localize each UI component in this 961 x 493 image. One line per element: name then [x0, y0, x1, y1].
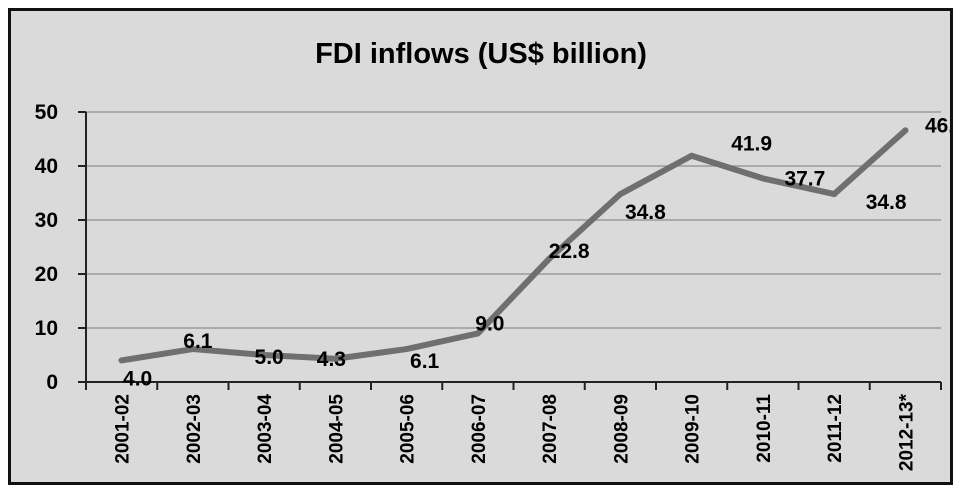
y-tick-label: 40 [35, 155, 58, 178]
data-label: 6.1 [410, 350, 440, 373]
data-label: 22.8 [549, 240, 590, 263]
y-tick-label: 50 [35, 101, 58, 124]
data-label: 34.8 [625, 201, 666, 224]
chart-title: FDI inflows (US$ billion) [315, 38, 647, 70]
data-point [759, 175, 766, 182]
x-tick-label: 2002-03 [184, 394, 205, 464]
data-label: 9.0 [475, 312, 504, 335]
data-point [403, 346, 410, 353]
fdi-line-chart: FDI inflows (US$ billion) 0 10 20 30 40 50 20… [11, 11, 950, 482]
data-point [831, 191, 838, 198]
data-label: 41.9 [731, 133, 772, 156]
y-tick-label: 30 [35, 209, 58, 232]
data-label: 6.1 [183, 330, 213, 353]
data-point [189, 346, 196, 353]
chart-frame: FDI inflows (US$ billion) 0 10 20 30 40 50 20… [8, 8, 953, 485]
x-tick-labels: 2001-02 2002-03 2003-04 2004-05 2005-06 2006-… [113, 393, 918, 471]
x-tick-label: 2007-08 [540, 394, 561, 464]
data-label: 4.0 [123, 367, 152, 390]
x-tick-label: 2004-05 [326, 394, 347, 464]
y-tick-label: 0 [46, 371, 58, 394]
data-point [902, 127, 909, 134]
x-tick-label: 2008-09 [611, 394, 632, 464]
y-tick-label: 20 [35, 263, 58, 286]
x-tick-label: 2003-04 [255, 394, 276, 464]
x-tick-label: 2006-07 [469, 394, 490, 464]
data-point [118, 357, 125, 364]
x-tick-label: 2012-13* [896, 393, 917, 471]
y-tick-label: 10 [35, 317, 58, 340]
data-label: 34.8 [866, 191, 907, 214]
data-point [617, 191, 624, 198]
x-tick-label: 2009-10 [683, 394, 704, 464]
data-label: 46.6 [925, 114, 950, 137]
x-tick-label: 2005-06 [398, 394, 419, 464]
data-point [332, 355, 339, 362]
y-tick-labels: 0 10 20 30 40 50 [35, 101, 58, 394]
series-line-fdi [118, 127, 909, 364]
x-tick-label: 2010-11 [754, 394, 775, 463]
data-point [688, 152, 695, 159]
data-point [546, 255, 553, 262]
data-labels: 4.0 6.1 5.0 4.3 6.1 9.0 22.8 34.8 41.9 37.7 34.8 46… [123, 114, 950, 390]
data-point [261, 352, 268, 358]
series-fdi-inflows [118, 127, 909, 364]
x-tick-label: 2001-02 [113, 394, 134, 464]
data-label: 4.3 [317, 348, 346, 371]
gridlines [86, 111, 941, 329]
axes [78, 111, 942, 390]
data-label: 37.7 [784, 167, 825, 190]
data-point [474, 330, 481, 337]
data-label: 5.0 [255, 346, 284, 369]
x-tick-label: 2011-12 [825, 394, 846, 463]
plot-background [11, 11, 950, 482]
